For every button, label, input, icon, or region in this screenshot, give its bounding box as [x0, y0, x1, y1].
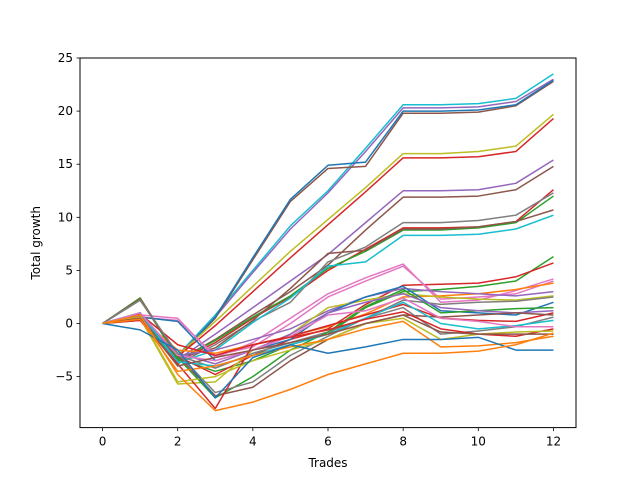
x-tick-label: 6: [324, 435, 332, 449]
x-axis-ticks: 0 2 4 6 8 10 12: [99, 427, 561, 449]
series-line-29: [102, 297, 554, 362]
series-line-15: [102, 262, 554, 376]
y-tick-label: 10: [58, 210, 73, 224]
series-line-25: [102, 303, 554, 357]
x-tick-label: 4: [249, 435, 257, 449]
x-axis-label: Trades: [307, 456, 347, 470]
y-tick-label: 15: [58, 157, 73, 171]
y-tick-label: 0: [65, 317, 73, 331]
series-line-33: [102, 318, 554, 373]
y-axis-ticks: −5 0 5 10 15 20 25: [55, 51, 80, 384]
series-line-35: [102, 314, 554, 412]
y-tick-label: −5: [55, 370, 73, 384]
x-tick-label: 0: [99, 435, 107, 449]
x-tick-label: 12: [546, 435, 561, 449]
series-line-32: [102, 314, 554, 367]
series-line-16: [102, 263, 554, 359]
y-tick-label: 25: [58, 51, 73, 65]
series-line-27: [102, 299, 554, 394]
x-tick-label: 8: [399, 435, 407, 449]
plot-frame: [79, 57, 577, 429]
x-tick-label: 10: [471, 435, 486, 449]
y-tick-label: 5: [65, 263, 73, 277]
series-line-13: [102, 214, 554, 364]
series-line-20: [102, 293, 554, 385]
series-line-17: [102, 265, 554, 357]
y-axis-label: Total growth: [29, 206, 43, 281]
series-lines: [102, 73, 554, 412]
x-tick-label: 2: [174, 435, 182, 449]
series-line-34: [102, 322, 554, 399]
y-tick-label: 20: [58, 104, 73, 118]
